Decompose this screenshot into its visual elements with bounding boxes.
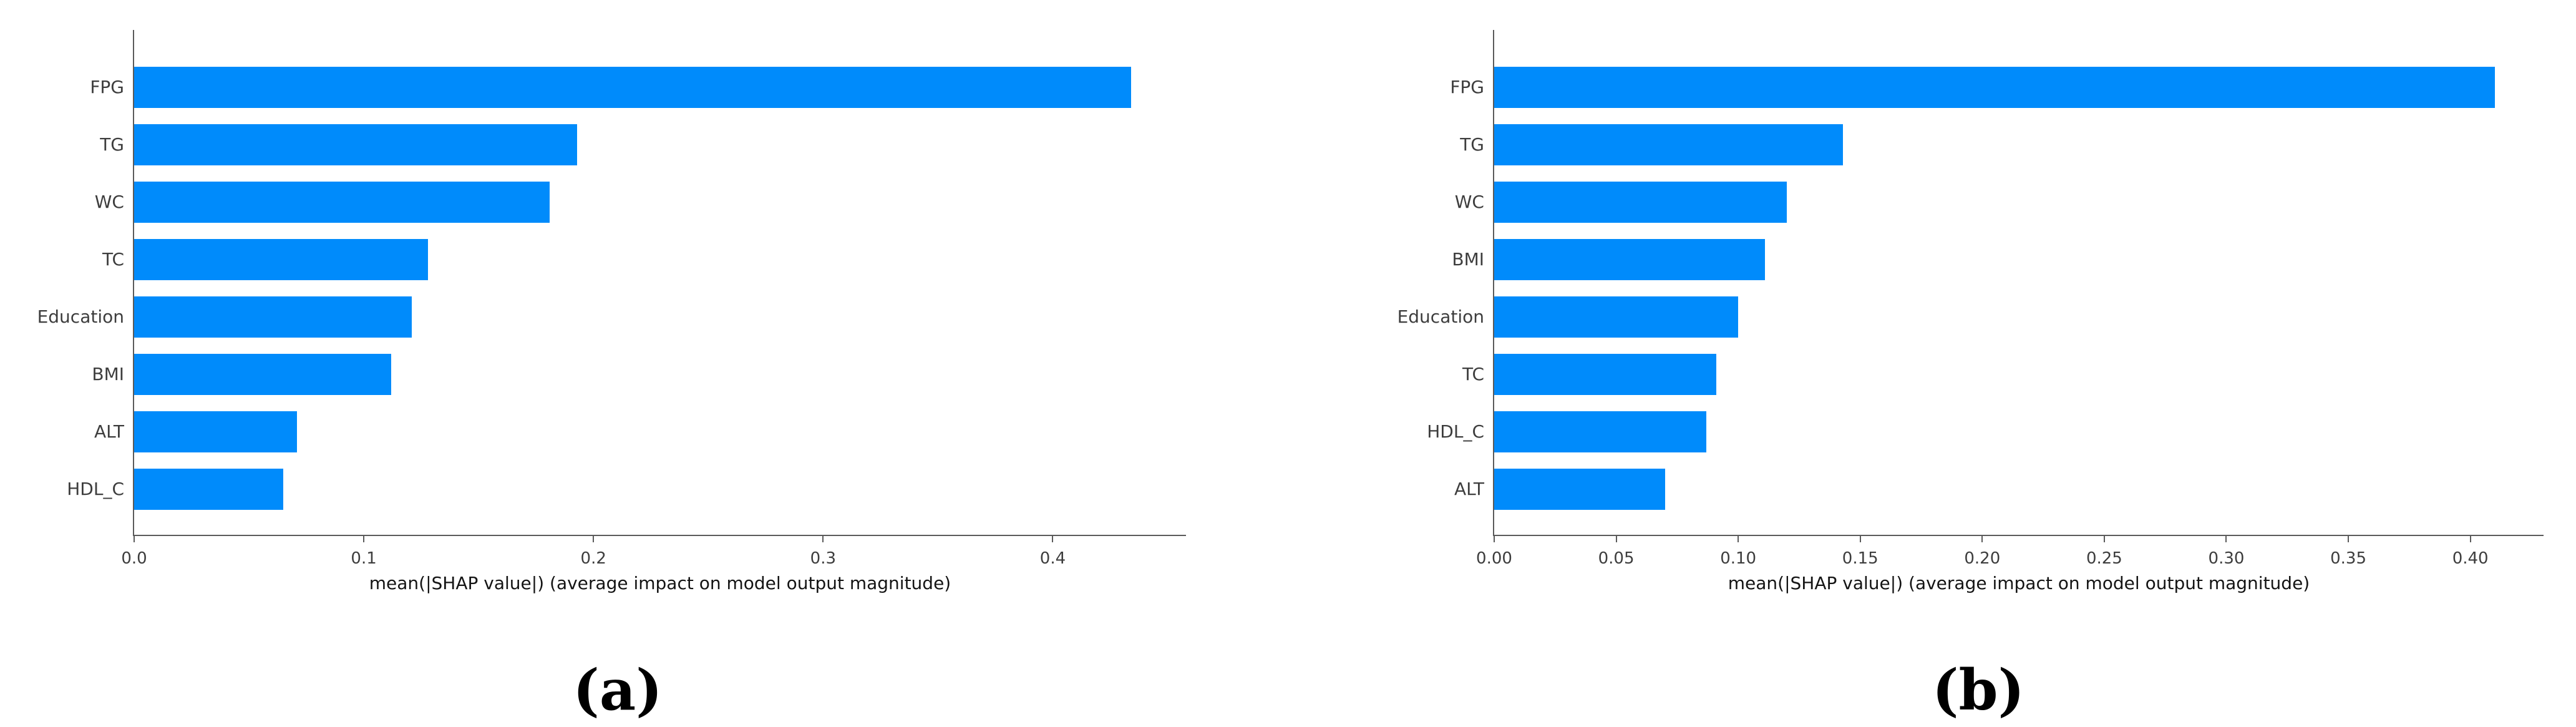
x-tick-mark xyxy=(1052,535,1054,542)
bar-tg xyxy=(1494,124,1843,165)
x-tick-mark xyxy=(1859,535,1861,542)
category-label-wc: WC xyxy=(94,192,124,212)
x-tick-mark xyxy=(2469,535,2471,542)
bar-tc xyxy=(134,239,428,280)
x-tick-label: 0.4 xyxy=(1039,549,1066,568)
category-label-tc: TC xyxy=(102,249,124,270)
x-axis-label: mean(|SHAP value|) (average impact on mo… xyxy=(369,573,951,593)
x-tick-mark xyxy=(363,535,365,542)
x-tick-label: 0.2 xyxy=(580,549,606,568)
x-axis-label: mean(|SHAP value|) (average impact on mo… xyxy=(1728,573,2310,593)
x-tick-label: 0.00 xyxy=(1476,549,1512,568)
y-axis-line xyxy=(133,30,134,535)
category-label-fpg: FPG xyxy=(90,77,124,97)
bar-wc xyxy=(134,182,550,223)
x-tick-mark xyxy=(1738,535,1739,542)
bar-tg xyxy=(134,124,577,165)
category-label-tg: TG xyxy=(1460,134,1484,155)
category-label-alt: ALT xyxy=(1454,479,1484,499)
x-tick-mark xyxy=(1981,535,1983,542)
x-axis-line xyxy=(1493,535,2544,536)
x-tick-mark xyxy=(822,535,824,542)
x-tick-label: 0.1 xyxy=(351,549,377,568)
bar-education xyxy=(134,296,412,338)
x-tick-mark xyxy=(134,535,135,542)
category-label-education: Education xyxy=(1397,306,1484,327)
bar-wc xyxy=(1494,182,1787,223)
x-tick-label: 0.10 xyxy=(1720,549,1757,568)
category-label-education: Education xyxy=(37,306,124,327)
bar-education xyxy=(1494,296,1738,338)
x-tick-mark xyxy=(593,535,595,542)
x-tick-label: 0.25 xyxy=(2086,549,2122,568)
bar-fpg xyxy=(1494,67,2495,108)
bar-tc xyxy=(1494,354,1716,395)
y-axis-line xyxy=(1493,30,1494,535)
category-label-wc: WC xyxy=(1454,192,1484,212)
x-tick-mark xyxy=(2103,535,2105,542)
bar-alt xyxy=(1494,469,1665,510)
x-tick-label: 0.05 xyxy=(1598,549,1635,568)
category-label-tc: TC xyxy=(1462,364,1484,384)
category-label-alt: ALT xyxy=(94,421,124,442)
category-label-hdl-c: HDL_C xyxy=(1427,421,1484,442)
x-tick-mark xyxy=(1494,535,1495,542)
bar-bmi xyxy=(134,354,391,395)
x-tick-mark xyxy=(1615,535,1617,542)
x-tick-mark xyxy=(2225,535,2227,542)
bar-hdl-c xyxy=(134,469,283,510)
category-label-tg: TG xyxy=(100,134,124,155)
x-tick-label: 0.3 xyxy=(810,549,837,568)
panel-caption-b: (b) xyxy=(1932,657,2025,723)
category-label-fpg: FPG xyxy=(1450,77,1484,97)
x-axis-line xyxy=(133,535,1186,536)
bar-fpg xyxy=(134,67,1131,108)
x-tick-label: 0.30 xyxy=(2208,549,2245,568)
x-tick-label: 0.35 xyxy=(2330,549,2366,568)
category-label-bmi: BMI xyxy=(1452,249,1484,270)
category-label-hdl-c: HDL_C xyxy=(67,479,124,499)
x-tick-label: 0.40 xyxy=(2452,549,2489,568)
bar-hdl-c xyxy=(1494,411,1706,452)
category-label-bmi: BMI xyxy=(92,364,124,384)
bar-alt xyxy=(134,411,297,452)
x-tick-label: 0.15 xyxy=(1842,549,1879,568)
panel-caption-a: (a) xyxy=(573,657,663,723)
bar-bmi xyxy=(1494,239,1765,280)
x-tick-label: 0.0 xyxy=(121,549,147,568)
x-tick-label: 0.20 xyxy=(1964,549,2001,568)
x-tick-mark xyxy=(2348,535,2350,542)
